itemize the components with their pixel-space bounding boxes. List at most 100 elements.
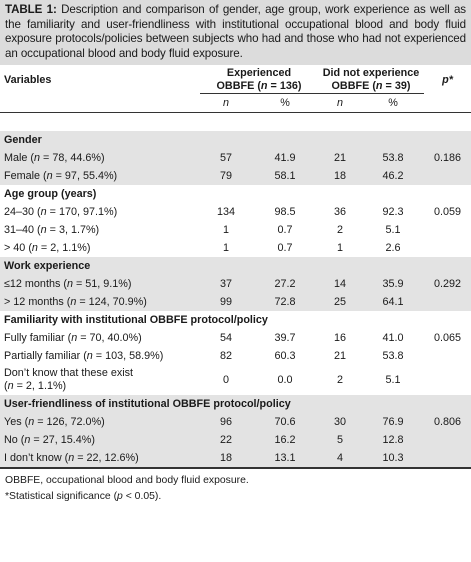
table-caption: TABLE 1: Description and comparison of g… xyxy=(0,0,471,65)
not-experienced-n-cell: 18 xyxy=(318,167,362,185)
experienced-pct-cell: 39.7 xyxy=(274,332,296,344)
row-variable-prefix: ≤12 months ( xyxy=(4,278,67,290)
subheader-blank xyxy=(0,94,200,113)
experienced-group-header: Experienced OBBFE (n = 136) xyxy=(200,65,318,93)
row-variable-suffix: = 124, 70.9%) xyxy=(76,296,147,308)
table-row: Male (n = 78, 44.6%) 57 41.9 21 53.8 0.186 xyxy=(0,149,471,167)
section-label: Age group (years) xyxy=(4,188,97,200)
row-variable-prefix: 24–30 ( xyxy=(4,206,41,218)
p-value-cell: 0.186 xyxy=(424,149,471,167)
not-experienced-n-cell: 4 xyxy=(318,449,362,468)
not-experienced-group-header: Did not experience OBBFE (n = 39) xyxy=(318,65,424,93)
experienced-pct-cell: 0.0 xyxy=(277,374,293,386)
not-experienced-pct-header: % xyxy=(388,97,398,109)
row-variable: Fully familiar (n = 70, 40.0%) xyxy=(0,329,200,347)
section-label: Gender xyxy=(0,131,471,149)
row-variable-n: n xyxy=(70,296,77,308)
not-experienced-n-cell: 1 xyxy=(336,242,343,254)
experienced-pct-cell: 13.1 xyxy=(252,449,318,468)
not-experienced-header-line2-prefix: OBBFE ( xyxy=(331,80,376,92)
experienced-header-line1: Experienced xyxy=(226,67,292,79)
row-variable-suffix: = 97, 55.4%) xyxy=(52,170,118,182)
section-row: Age group (years) xyxy=(0,185,471,203)
not-experienced-header-n: n xyxy=(375,80,383,92)
row-variable-n: n xyxy=(31,242,38,254)
experienced-n-cell: 99 xyxy=(200,293,252,311)
p-value-cell xyxy=(424,167,471,185)
not-experienced-n-cell: 36 xyxy=(333,206,346,218)
not-experienced-pct-cell: 53.8 xyxy=(382,350,404,362)
row-variable-suffix: = 2, 1.1%) xyxy=(37,242,91,254)
table-row: Female (n = 97, 55.4%) 79 58.1 18 46.2 xyxy=(0,167,471,185)
row-variable-prefix: Yes ( xyxy=(4,416,29,428)
row-variable-n: n xyxy=(46,170,53,182)
abbreviation-note: OBBFE, occupational blood and body fluid… xyxy=(5,475,249,486)
table-row: > 40 (n = 2, 1.1%) 1 0.7 1 2.6 xyxy=(0,239,471,257)
experienced-n-cell: 1 xyxy=(222,242,229,254)
section-label: User-friendliness of institutional OBBFE… xyxy=(0,395,471,413)
experienced-header-line2-suffix: = 136) xyxy=(267,80,302,92)
section-label: Familiarity with institutional OBBFE pro… xyxy=(4,314,268,326)
row-variable-suffix: = 2, 1.1%) xyxy=(13,380,67,392)
experienced-pct-cell: 41.9 xyxy=(252,149,318,167)
not-experienced-pct-cell: 41.0 xyxy=(382,332,404,344)
p-value-cell: 0.292 xyxy=(424,275,471,293)
experienced-pct-cell: 27.2 xyxy=(252,275,318,293)
row-variable-prefix: No ( xyxy=(4,434,25,446)
not-experienced-n-cell: 14 xyxy=(318,275,362,293)
p-value-header: p* xyxy=(442,74,453,87)
experienced-pct-cell: 58.1 xyxy=(252,167,318,185)
table-row: Yes (n = 126, 72.0%) 96 70.6 30 76.9 0.806 xyxy=(0,413,471,431)
experienced-header-n: n xyxy=(260,80,268,92)
not-experienced-n-cell: 2 xyxy=(336,374,343,386)
variables-header: Variables xyxy=(4,74,52,87)
table-row: 31–40 (n = 3, 1.7%) 1 0.7 2 5.1 xyxy=(0,221,471,239)
table-row: Partially familiar (n = 103, 58.9%) 82 60.… xyxy=(0,347,471,365)
section-row: User-friendliness of institutional OBBFE… xyxy=(0,395,471,413)
row-variable: Male (n = 78, 44.6%) xyxy=(0,149,200,167)
significance-note-prefix: *Statistical significance ( xyxy=(5,491,118,502)
experienced-n-cell: 0 xyxy=(222,374,229,386)
row-variable: Female (n = 97, 55.4%) xyxy=(0,167,200,185)
row-variable: I don’t know (n = 22, 12.6%) xyxy=(0,449,200,468)
not-experienced-pct-cell: 46.2 xyxy=(362,167,424,185)
row-variable-n: n xyxy=(40,206,47,218)
row-variable-prefix: I don’t know ( xyxy=(4,452,69,464)
experienced-underline xyxy=(200,93,318,94)
row-variable: 31–40 (n = 3, 1.7%) xyxy=(0,221,200,239)
not-experienced-pct-cell: 64.1 xyxy=(362,293,424,311)
spacer-row xyxy=(0,113,471,132)
row-variable-n: n xyxy=(86,350,93,362)
row-variable-n: n xyxy=(40,224,47,236)
experienced-n-cell: 54 xyxy=(219,332,232,344)
row-variable: Don’t know that these exist (n = 2, 1.1%) xyxy=(0,365,200,395)
table-label: TABLE 1: xyxy=(5,3,57,16)
experienced-n-header: n xyxy=(222,97,229,109)
experienced-n-cell: 1 xyxy=(222,224,229,236)
header-row: Variables Experienced OBBFE (n = 136) Di… xyxy=(0,65,471,93)
experienced-pct-cell: 16.2 xyxy=(252,431,318,449)
row-variable-suffix: = 78, 44.6%) xyxy=(40,152,105,164)
p-value-cell xyxy=(424,431,471,449)
row-variable-suffix: = 70, 40.0%) xyxy=(77,332,142,344)
section-row: Gender xyxy=(0,131,471,149)
not-experienced-n-cell: 16 xyxy=(333,332,346,344)
row-variable-prefix: 31–40 ( xyxy=(4,224,41,236)
not-experienced-pct-cell: 10.3 xyxy=(362,449,424,468)
not-experienced-pct-cell: 35.9 xyxy=(362,275,424,293)
experienced-pct-cell: 60.3 xyxy=(274,350,296,362)
experienced-n-cell: 82 xyxy=(219,350,232,362)
experienced-n-cell: 96 xyxy=(200,413,252,431)
not-experienced-pct-cell: 12.8 xyxy=(362,431,424,449)
row-variable-line1: Don’t know that these exist xyxy=(4,367,134,379)
p-value-cell: 0.806 xyxy=(424,413,471,431)
row-variable-prefix: Male ( xyxy=(4,152,34,164)
not-experienced-pct-cell: 76.9 xyxy=(362,413,424,431)
experienced-n-cell: 18 xyxy=(200,449,252,468)
not-experienced-n-cell: 30 xyxy=(318,413,362,431)
table-row: 24–30 (n = 170, 97.1%) 134 98.5 36 92.3 0.059 xyxy=(0,203,471,221)
row-variable: Partially familiar (n = 103, 58.9%) xyxy=(0,347,200,365)
significance-note: *Statistical significance (p < 0.05). xyxy=(5,489,466,505)
section-row: Work experience xyxy=(0,257,471,275)
experienced-pct-cell: 0.7 xyxy=(277,224,293,236)
